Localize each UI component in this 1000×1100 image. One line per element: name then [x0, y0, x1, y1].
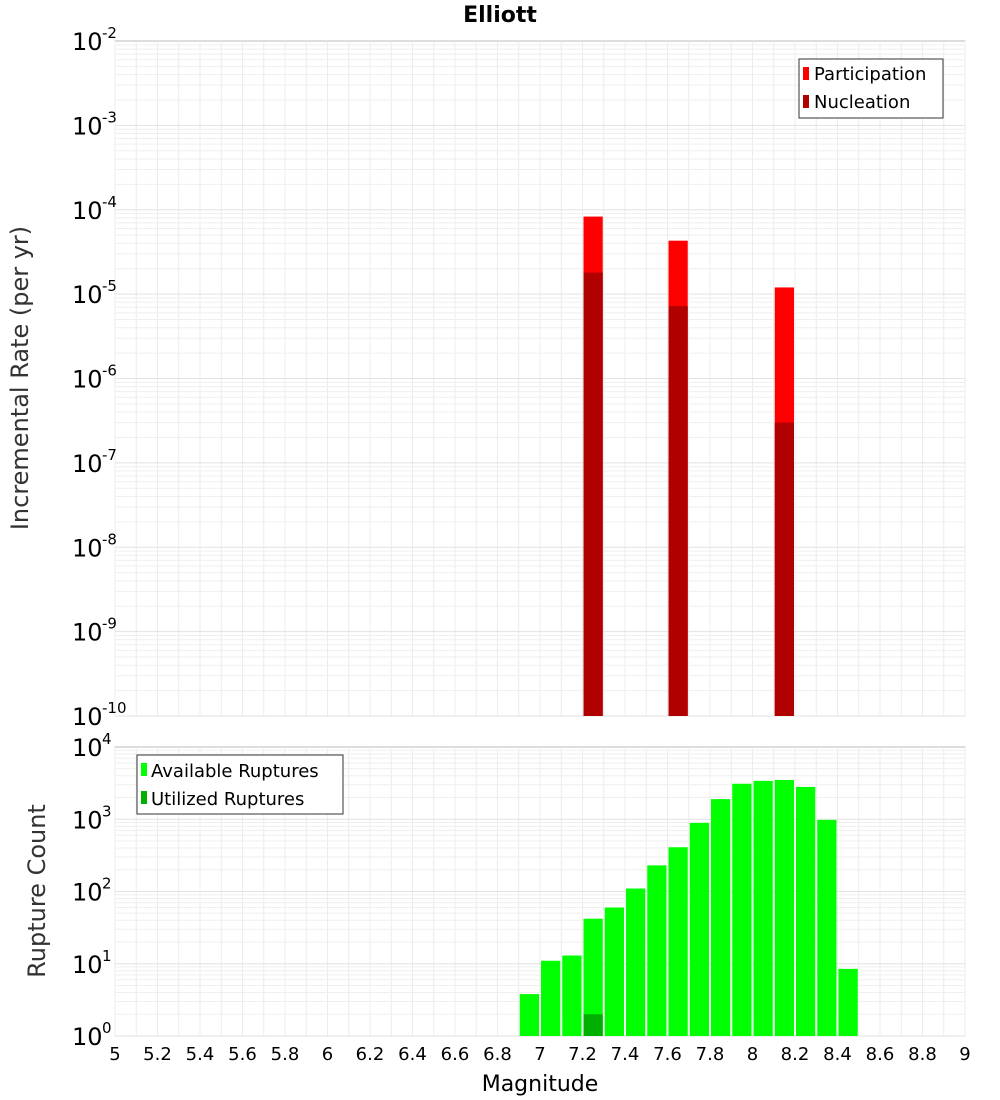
y-tick-label: 10	[72, 1023, 103, 1051]
x-tick-label: 8.2	[781, 1044, 810, 1065]
y-tick-label: 10	[72, 806, 103, 834]
x-tick-label: 7.2	[568, 1044, 597, 1065]
chart-title: Elliott	[463, 3, 537, 28]
y-tick-label: 10	[72, 703, 103, 731]
y-tick-exponent: -3	[102, 108, 117, 126]
bottom-y-axis-label: Rupture Count	[23, 804, 51, 978]
y-tick-exponent: -6	[102, 362, 117, 380]
bar-available-ruptures	[711, 799, 731, 1036]
bar-available-ruptures	[583, 918, 603, 1036]
x-tick-label: 6.4	[398, 1044, 427, 1065]
bar-available-ruptures	[732, 783, 752, 1036]
x-tick-label: 7.8	[696, 1044, 725, 1065]
bar-available-ruptures	[774, 779, 794, 1036]
top-legend: Participation Nucleation	[798, 58, 944, 119]
x-tick-label: 5	[109, 1044, 120, 1065]
y-tick-exponent: 0	[102, 1019, 112, 1037]
y-tick-label: 10	[72, 366, 103, 394]
x-tick-label: 7.4	[611, 1044, 640, 1065]
y-tick-exponent: -10	[102, 699, 127, 717]
legend-swatch-available-ruptures	[141, 763, 147, 776]
x-tick-label: 8	[747, 1044, 758, 1065]
bar-available-ruptures	[562, 955, 582, 1036]
bar-nucleation	[668, 306, 688, 716]
x-tick-label: 7	[534, 1044, 545, 1065]
bar-nucleation	[583, 272, 603, 716]
x-tick-label: 5.8	[271, 1044, 300, 1065]
legend-swatch-nucleation	[803, 95, 809, 108]
bar-available-ruptures	[668, 847, 688, 1036]
y-tick-label: 10	[72, 112, 103, 140]
x-ticks: 5 5.2 5.4 5.6 5.8 6 6.2 6.4 6.6 6.8 7 7.2 7.4 7.6 7.8 8…	[109, 1044, 970, 1065]
y-tick-exponent: -4	[102, 193, 117, 211]
x-tick-label: 8.6	[866, 1044, 895, 1065]
bar-available-ruptures	[689, 822, 709, 1036]
legend-label-utilized-ruptures: Utilized Ruptures	[151, 789, 304, 810]
x-tick-label: 8.8	[908, 1044, 937, 1065]
x-tick-label: 7.6	[653, 1044, 682, 1065]
y-tick-exponent: 1	[102, 947, 112, 965]
bar-available-ruptures	[604, 907, 624, 1036]
y-tick-label: 10	[72, 951, 103, 979]
bar-available-ruptures	[519, 994, 539, 1036]
y-tick-label: 10	[72, 450, 103, 478]
bar-available-ruptures	[626, 888, 646, 1036]
x-tick-label: 5.4	[186, 1044, 215, 1065]
legend-label-nucleation: Nucleation	[814, 92, 910, 113]
bar-available-ruptures	[838, 968, 858, 1036]
x-tick-label: 9	[959, 1044, 970, 1065]
legend-swatch-participation	[803, 67, 809, 80]
bar-available-ruptures	[541, 960, 561, 1036]
y-tick-exponent: -2	[102, 24, 117, 42]
x-tick-label: 6.8	[483, 1044, 512, 1065]
x-tick-label: 8.4	[823, 1044, 852, 1065]
bottom-legend-box	[136, 754, 344, 815]
top-bars	[583, 216, 794, 717]
x-tick-label: 6	[322, 1044, 333, 1065]
legend-label-participation: Participation	[814, 64, 926, 85]
bar-available-ruptures	[796, 786, 816, 1036]
y-tick-label: 10	[72, 197, 103, 225]
top-y-axis-label: Incremental Rate (per yr)	[6, 226, 34, 530]
top-gridlines	[114, 41, 966, 717]
top-legend-box	[798, 58, 944, 119]
y-tick-exponent: -8	[102, 530, 117, 548]
legend-swatch-utilized-ruptures	[141, 791, 147, 804]
legend-label-available-ruptures: Available Ruptures	[151, 761, 319, 782]
y-tick-exponent: 3	[102, 802, 112, 820]
x-tick-label: 5.2	[143, 1044, 172, 1065]
y-tick-label: 10	[72, 28, 103, 56]
y-tick-label: 10	[72, 619, 103, 647]
bar-nucleation	[774, 422, 794, 716]
x-axis-label: Magnitude	[482, 1072, 599, 1097]
x-tick-label: 6.2	[356, 1044, 385, 1065]
bottom-bars	[519, 779, 858, 1036]
bar-utilized-ruptures	[583, 1014, 603, 1036]
bottom-legend: Available Ruptures Utilized Ruptures	[136, 754, 344, 815]
y-tick-label: 10	[72, 281, 103, 309]
y-tick-exponent: -9	[102, 615, 117, 633]
bar-available-ruptures	[753, 780, 773, 1036]
x-tick-label: 5.6	[228, 1044, 257, 1065]
y-tick-exponent: 2	[102, 875, 112, 893]
y-tick-exponent: 4	[102, 730, 112, 748]
y-tick-label: 10	[72, 734, 103, 762]
y-tick-label: 10	[72, 534, 103, 562]
y-tick-exponent: -5	[102, 277, 117, 295]
y-tick-exponent: -7	[102, 446, 117, 464]
bar-available-ruptures	[817, 819, 837, 1036]
y-tick-label: 10	[72, 879, 103, 907]
x-tick-label: 6.6	[441, 1044, 470, 1065]
bar-available-ruptures	[647, 865, 667, 1036]
